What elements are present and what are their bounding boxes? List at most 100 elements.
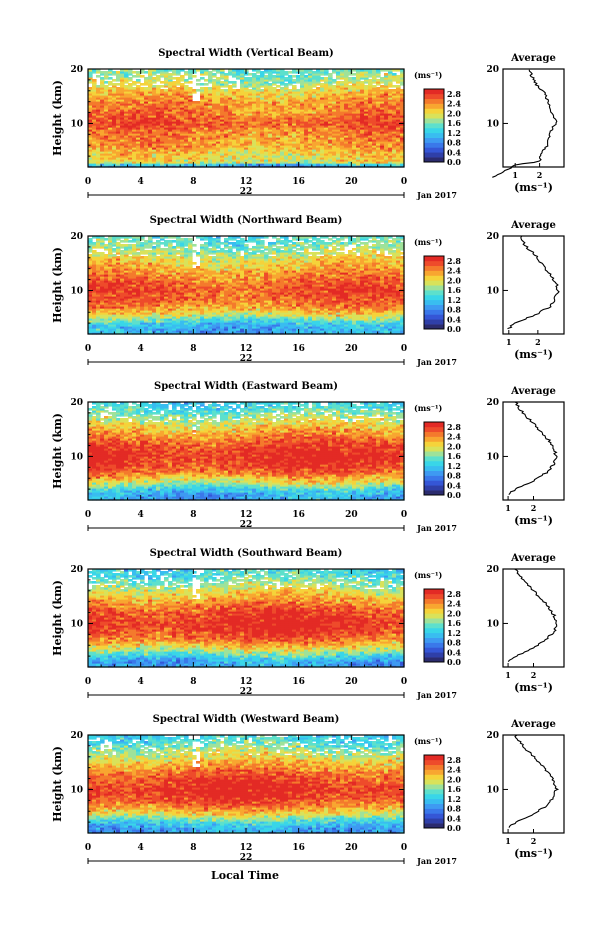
heatmap-cell bbox=[288, 71, 293, 74]
heatmap-cell bbox=[164, 89, 169, 92]
colorbar-tick-label: 1.6 bbox=[447, 118, 461, 128]
heatmap-cell bbox=[388, 89, 393, 92]
heatmap-cell bbox=[232, 89, 237, 92]
x-tick-label: 0 bbox=[401, 177, 407, 187]
heatmap-cell bbox=[372, 85, 377, 88]
colorbar-tick-label: 0.0 bbox=[447, 157, 461, 167]
colorbar-swatch bbox=[424, 99, 444, 104]
heatmap-cell bbox=[176, 87, 181, 90]
heatmap-cell bbox=[276, 85, 281, 88]
average-x-label: (ms⁻¹) bbox=[514, 181, 553, 194]
heatmap-cell bbox=[132, 87, 137, 90]
heatmap-cell bbox=[136, 71, 141, 74]
heatmap-cell bbox=[132, 81, 137, 84]
colorbar-swatch bbox=[424, 108, 444, 113]
heatmap-cell bbox=[104, 71, 109, 74]
heatmap-cell bbox=[104, 85, 109, 88]
heatmap-cells bbox=[88, 69, 405, 168]
heatmap-cell bbox=[104, 81, 109, 84]
heatmap-cell bbox=[352, 77, 357, 80]
x-tick-label: 8 bbox=[190, 177, 196, 187]
heatmap-cell bbox=[188, 81, 193, 84]
avg-x-tick-label: 2 bbox=[537, 170, 543, 180]
heatmap-cell bbox=[108, 81, 113, 84]
heatmap-cell bbox=[380, 77, 385, 80]
heatmap-cell bbox=[116, 71, 121, 74]
day-label: 22 bbox=[240, 187, 253, 197]
heatmap-cell bbox=[244, 77, 249, 80]
chart-title: Spectral Width (Northward Beam) bbox=[150, 215, 343, 226]
colorbar-swatch bbox=[424, 123, 444, 128]
heatmap-cell bbox=[204, 79, 209, 82]
chart-title: Spectral Width (Vertical Beam) bbox=[158, 48, 334, 59]
heatmap-cell bbox=[320, 83, 325, 86]
heatmap-cell bbox=[284, 83, 289, 86]
heatmap-cell bbox=[184, 79, 189, 82]
heatmap-cell bbox=[128, 77, 133, 80]
average-title: Average bbox=[510, 53, 556, 64]
x-tick-label: 16 bbox=[292, 177, 305, 187]
heatmap-cell bbox=[156, 75, 161, 78]
heatmap-cell bbox=[216, 77, 221, 80]
colorbar-swatch bbox=[424, 143, 444, 148]
colorbar bbox=[424, 89, 444, 162]
heatmap-cell bbox=[192, 75, 197, 78]
colorbar-swatch bbox=[424, 104, 444, 109]
heatmap-cell bbox=[360, 81, 365, 84]
heatmap-cell bbox=[232, 81, 237, 84]
heatmap-cell bbox=[276, 89, 281, 92]
heatmap-cell bbox=[264, 75, 269, 78]
heatmap-cell bbox=[208, 71, 213, 74]
colorbar-swatch bbox=[424, 128, 444, 133]
heatmap-cell bbox=[144, 71, 149, 74]
heatmap-cell bbox=[200, 77, 205, 80]
heatmap-cell bbox=[392, 73, 397, 76]
colorbar-swatch bbox=[424, 89, 444, 94]
heatmap-cell bbox=[292, 79, 297, 82]
heatmap-cell bbox=[196, 79, 201, 82]
heatmap-cell bbox=[348, 85, 353, 88]
heatmap-cell bbox=[332, 79, 337, 82]
heatmap-cell bbox=[288, 89, 293, 92]
heatmap-cell bbox=[248, 77, 253, 80]
heatmap-cell bbox=[260, 89, 265, 92]
heatmap-cell bbox=[176, 77, 181, 80]
heatmap-cell bbox=[268, 83, 273, 86]
colorbar-swatch bbox=[424, 152, 444, 157]
heatmap-cell bbox=[228, 81, 233, 84]
heatmap-cell bbox=[212, 79, 217, 82]
heatmap-cell bbox=[132, 75, 137, 78]
heatmap-cell bbox=[332, 85, 337, 88]
heatmap-cell bbox=[192, 89, 197, 92]
colorbar-swatch bbox=[424, 133, 444, 138]
heatmap-cell bbox=[320, 77, 325, 80]
heatmap-cell bbox=[272, 87, 277, 90]
heatmap-cell bbox=[396, 75, 401, 78]
panel-2: Spectral Width (Northward Beam)1020Heigh… bbox=[51, 215, 564, 367]
heatmap-cell bbox=[292, 85, 297, 88]
heatmap-cell bbox=[180, 83, 185, 86]
heatmap-cell bbox=[224, 73, 229, 76]
heatmap-cell bbox=[136, 79, 141, 82]
heatmap-cell bbox=[184, 71, 189, 74]
colorbar-tick-label: 2.4 bbox=[447, 99, 461, 109]
heatmap-cell bbox=[132, 71, 137, 74]
colorbar-tick-label: 0.8 bbox=[447, 138, 461, 148]
heatmap-cell bbox=[96, 85, 101, 88]
heatmap-cell bbox=[196, 83, 201, 86]
heatmap-cell bbox=[100, 77, 105, 80]
heatmap-cell bbox=[212, 73, 217, 76]
heatmap-cell bbox=[304, 75, 309, 78]
heatmap-cell bbox=[96, 75, 101, 78]
heatmap-cell bbox=[396, 85, 401, 88]
avg-y-tick-label: 10 bbox=[486, 119, 499, 129]
heatmap-cell bbox=[88, 87, 93, 90]
heatmap-cell bbox=[312, 71, 317, 74]
heatmap-cell bbox=[272, 75, 277, 78]
heatmap-cell bbox=[224, 89, 229, 92]
heatmap-cell bbox=[196, 101, 201, 104]
heatmap-cell bbox=[284, 77, 289, 80]
heatmap-cell bbox=[248, 73, 253, 76]
heatmap-cell bbox=[376, 87, 381, 90]
